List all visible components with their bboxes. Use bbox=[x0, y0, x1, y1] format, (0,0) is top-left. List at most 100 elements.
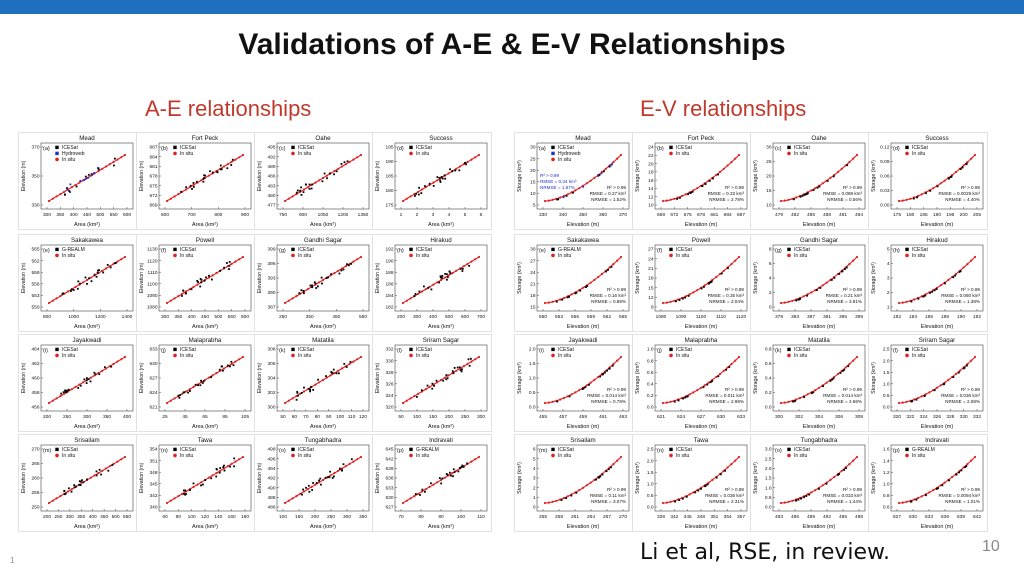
legend-entry: ICESat bbox=[558, 347, 574, 353]
x-tick-label: 250 bbox=[327, 514, 335, 520]
y-tick-label: 180 bbox=[385, 188, 393, 194]
panel-title: Sakakawea bbox=[71, 237, 104, 244]
x-tick-label: 400 bbox=[123, 414, 131, 420]
y-tick-label: 492 bbox=[267, 154, 275, 160]
satellite-point bbox=[329, 172, 331, 175]
x-tick-label: 350 bbox=[174, 314, 182, 320]
satellite-point bbox=[933, 389, 936, 392]
satellite-point bbox=[442, 379, 445, 382]
satellite-point bbox=[582, 185, 585, 188]
legend-entry: ICESat bbox=[558, 447, 574, 453]
y-tick-label: 330 bbox=[31, 203, 39, 209]
satellite-point bbox=[446, 278, 448, 281]
y-tick-label: 330 bbox=[385, 358, 393, 364]
y-tick-label: 633 bbox=[385, 485, 393, 491]
panel-title: Tungabhadra bbox=[801, 437, 838, 444]
satellite-point bbox=[98, 269, 100, 271]
ev-panel-powell: Powell (f) ICESat In situ 1080 1090 1100 1110 11… bbox=[632, 234, 752, 332]
fit-stat: R² > 0.99 bbox=[725, 387, 744, 392]
x-tick-label: 479 bbox=[775, 212, 783, 218]
satellite-point bbox=[114, 262, 116, 264]
fitted-curve bbox=[284, 356, 362, 404]
satellite-point bbox=[335, 372, 338, 375]
y-axis-label: Elevation (m) bbox=[375, 262, 381, 293]
plot-frame bbox=[40, 444, 134, 512]
satellite-point bbox=[719, 473, 722, 476]
satellite-point bbox=[315, 287, 318, 289]
legend-entry: ICESat bbox=[62, 347, 78, 353]
y-tick-label: 340 bbox=[149, 505, 157, 511]
satellite-point bbox=[960, 469, 963, 472]
satellite-point bbox=[295, 398, 298, 401]
satellite-point bbox=[349, 360, 352, 363]
satellite-point bbox=[701, 185, 704, 187]
panel-letter: (p) bbox=[893, 448, 900, 454]
x-tick-label: 600 bbox=[461, 314, 469, 320]
panel-title: Hirakud bbox=[430, 237, 452, 244]
fit-stat: R² > 0.99 bbox=[843, 287, 862, 292]
y-tick-label: 2.0 bbox=[647, 458, 654, 464]
x-tick-label: 500 bbox=[214, 314, 222, 320]
y-axis-label: Storage (km³) bbox=[635, 262, 641, 294]
panel-letter: (m) bbox=[539, 448, 547, 454]
y-tick-label: 399 bbox=[267, 247, 275, 253]
satellite-point bbox=[605, 470, 608, 473]
satellite-point bbox=[414, 195, 416, 197]
y-tick-label: 270 bbox=[31, 447, 39, 453]
x-tick-label: 330 bbox=[539, 212, 547, 218]
y-tick-label: 669 bbox=[149, 203, 157, 209]
x-tick-label: 60 bbox=[292, 414, 298, 420]
satellite-point bbox=[433, 384, 435, 387]
fit-stat: R² > 0.99 bbox=[843, 185, 862, 190]
y-axis-label: Elevation (m) bbox=[257, 160, 263, 191]
y-tick-label: 192 bbox=[385, 247, 393, 253]
satellite-point bbox=[676, 198, 678, 200]
y-tick-label: 0.09 bbox=[880, 159, 890, 165]
x-tick-label: 687 bbox=[737, 212, 745, 218]
satellite-point bbox=[182, 391, 185, 394]
y-tick-label: 24 bbox=[530, 270, 536, 276]
satellite-point bbox=[302, 290, 305, 292]
legend-entry: In situ bbox=[558, 453, 572, 459]
satellite-point bbox=[223, 266, 225, 269]
x-axis-label: Elevation (m) bbox=[921, 324, 954, 330]
legend-entry: In situ bbox=[558, 157, 572, 163]
satellite-point bbox=[728, 366, 731, 368]
panel-title: Tawa bbox=[694, 437, 709, 444]
legend-entry: In situ bbox=[794, 353, 808, 359]
y-tick-label: 190 bbox=[385, 159, 393, 165]
satellite-point bbox=[832, 377, 835, 380]
fit-stat: RMSE = 0.27 km³ bbox=[590, 191, 627, 196]
plot-frame bbox=[158, 344, 252, 412]
y-tick-label: 10 bbox=[648, 203, 654, 209]
x-tick-label: 100 bbox=[336, 414, 344, 420]
panel-letter: (g) bbox=[775, 248, 782, 254]
satellite-point bbox=[64, 193, 66, 196]
legend-marker bbox=[409, 253, 413, 258]
satellite-point bbox=[439, 181, 442, 183]
satellite-point bbox=[449, 168, 451, 171]
satellite-point bbox=[205, 276, 207, 279]
satellite-point bbox=[933, 289, 936, 292]
y-tick-label: 27 bbox=[530, 258, 536, 264]
y-tick-label: 1.5 bbox=[765, 476, 772, 482]
satellite-point bbox=[806, 294, 808, 297]
satellite-point bbox=[461, 270, 464, 272]
satellite-point bbox=[958, 471, 960, 474]
satellite-point bbox=[584, 286, 587, 288]
plot-frame bbox=[40, 244, 134, 312]
satellite-point bbox=[460, 466, 463, 468]
x-tick-label: 400 bbox=[429, 314, 437, 320]
x-tick-label: 463 bbox=[619, 414, 627, 420]
x-tick-label: 633 bbox=[925, 514, 933, 520]
fit-stat: R² > 0.99 bbox=[725, 287, 744, 292]
satellite-point bbox=[229, 365, 231, 368]
x-tick-label: 482 bbox=[791, 212, 799, 218]
legend-entry: ICESat bbox=[298, 447, 314, 453]
y-axis-label: Elevation (m) bbox=[257, 462, 263, 493]
satellite-point bbox=[428, 182, 431, 185]
satellite-point bbox=[310, 187, 313, 190]
y-tick-label: 621 bbox=[149, 405, 157, 411]
ev-panel-indravati: Indravati (p) G-REALM In situ 627 630 633 636 63… bbox=[868, 434, 988, 532]
